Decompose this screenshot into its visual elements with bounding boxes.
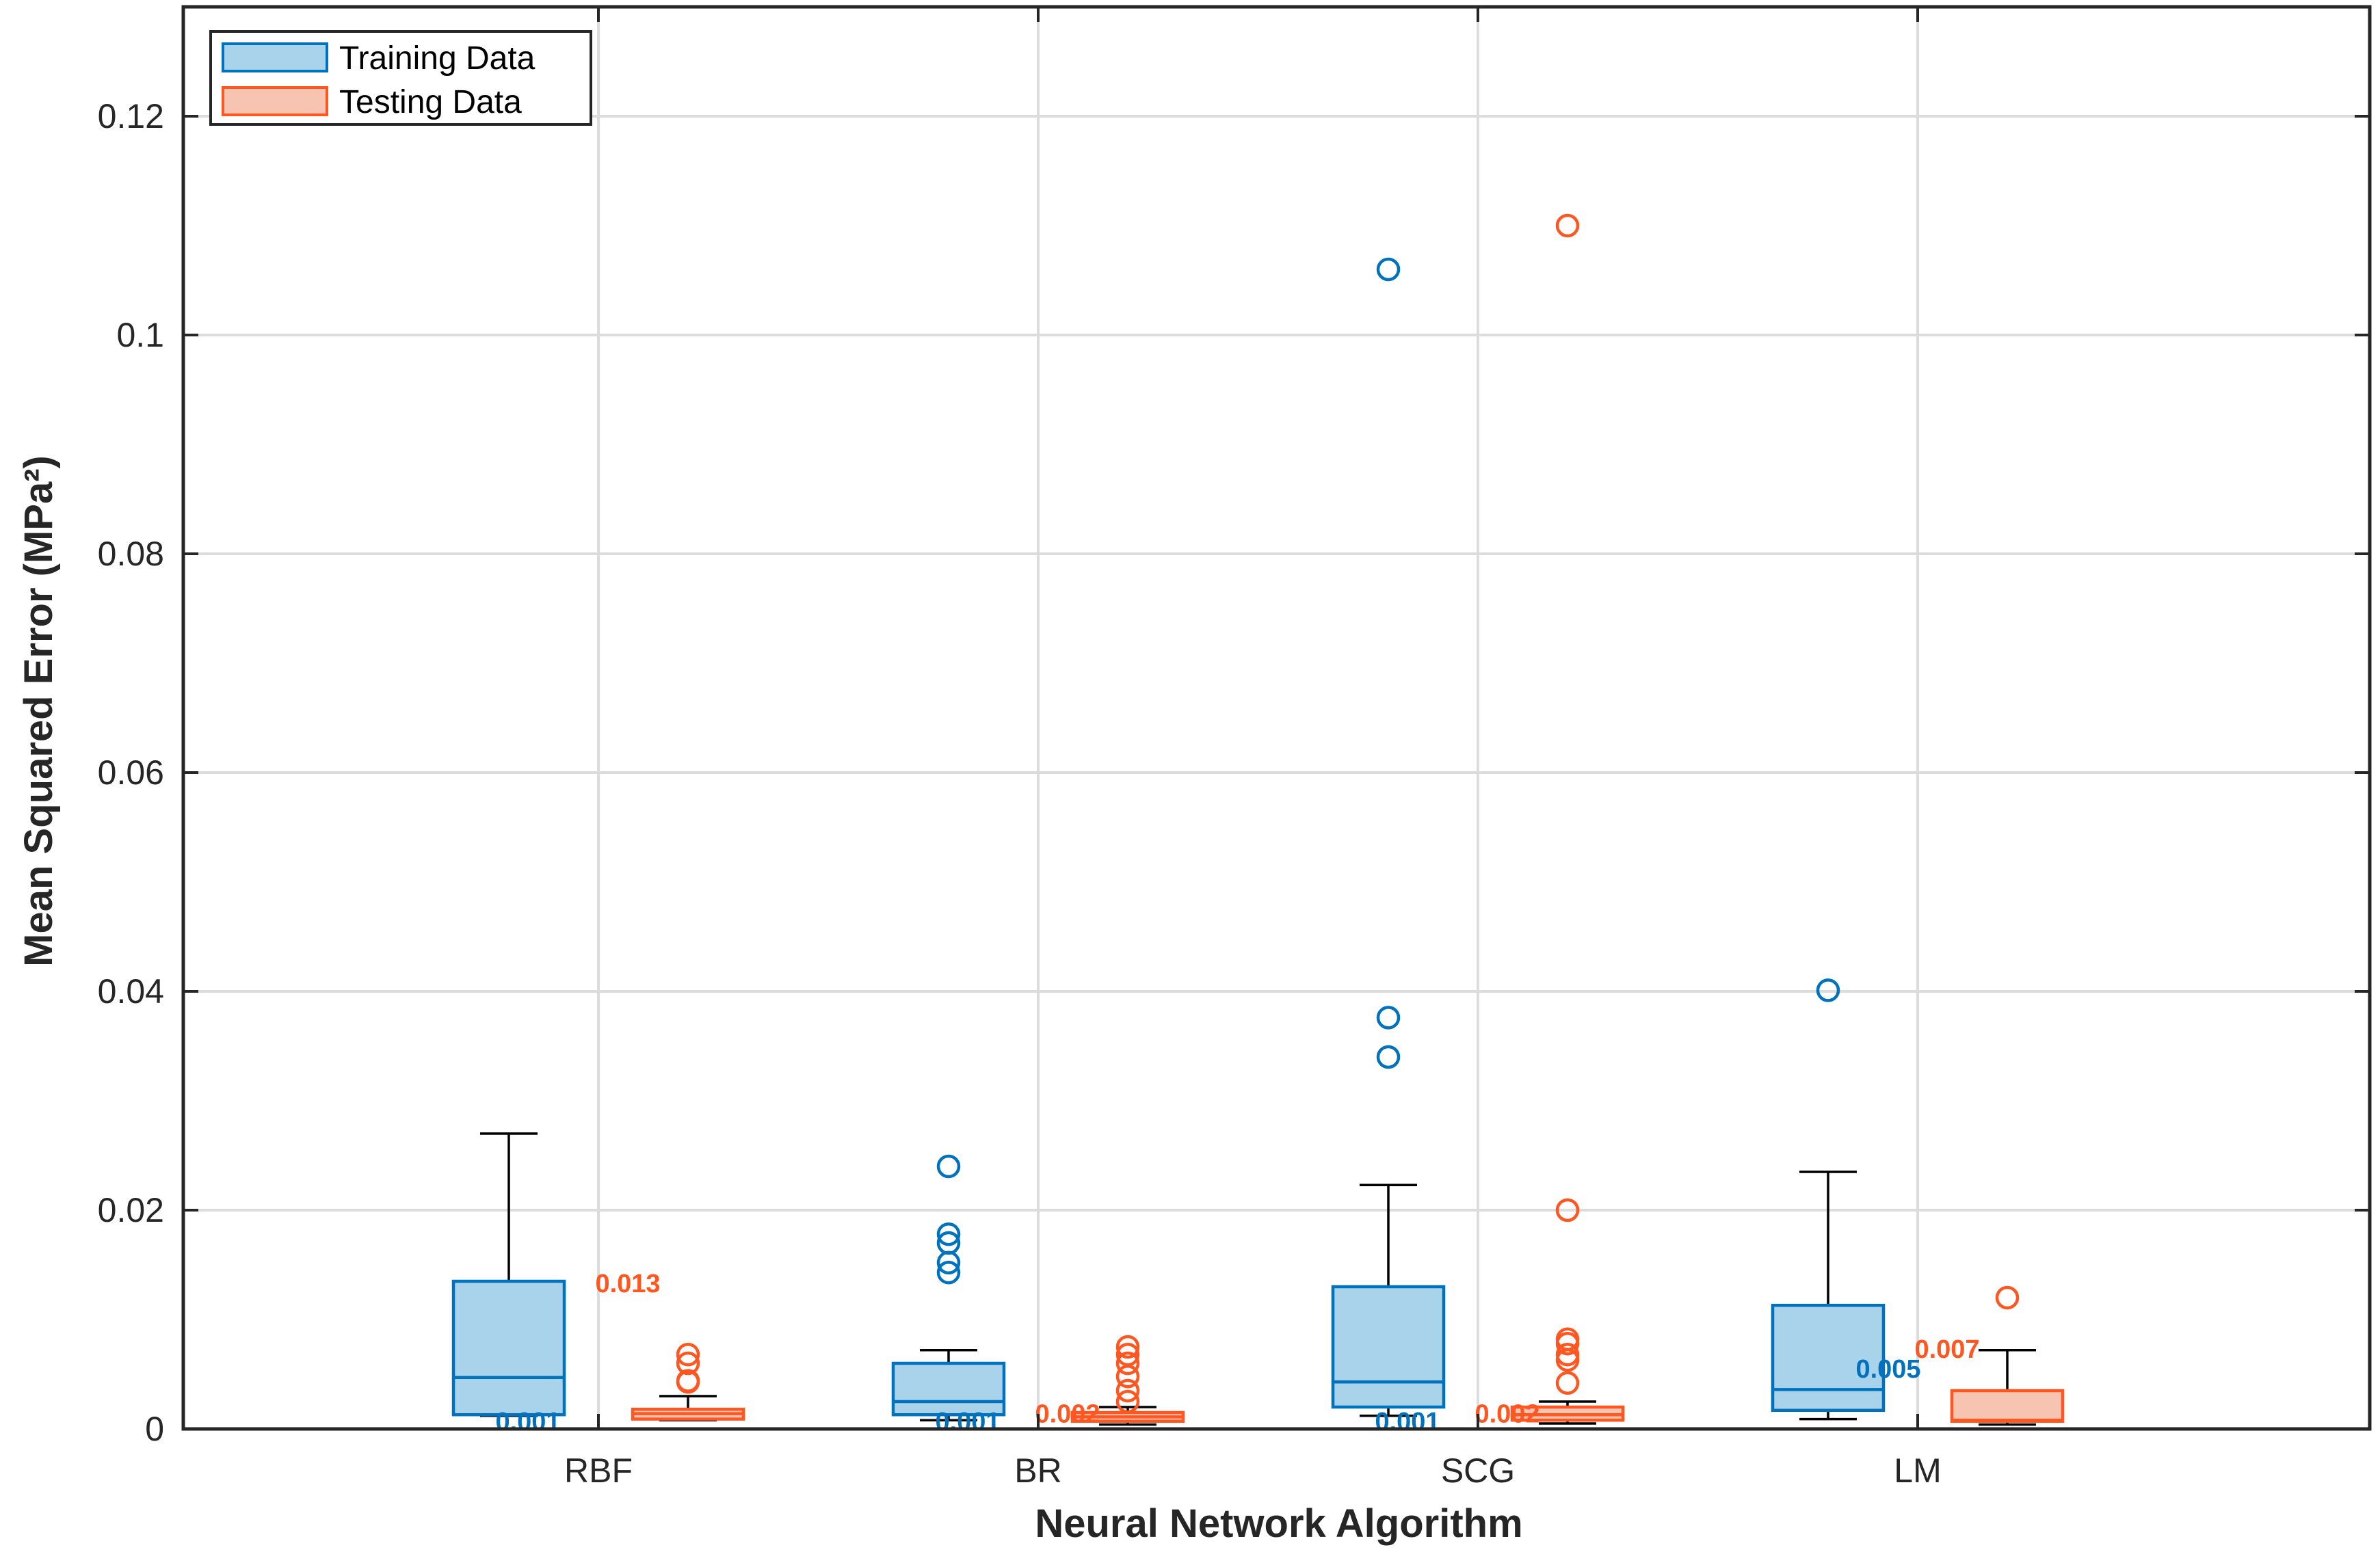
outlier-point: [1555, 1342, 1580, 1367]
box-testing-data-lm: [1950, 1285, 2065, 1426]
y-tick-label: 0: [145, 1410, 164, 1448]
box-testing-data-rbf: [631, 1342, 745, 1421]
median-annotation: 0.002: [1475, 1400, 1539, 1428]
outlier-point: [1555, 1327, 1580, 1352]
axes: [181, 5, 2372, 1431]
box-iqr: [1950, 1389, 2065, 1423]
outlier-point: [676, 1351, 700, 1376]
outlier-point: [676, 1369, 700, 1393]
y-tick-labels: 0 0.02 0.04 0.06 0.08 0.1 0.12: [98, 97, 164, 1448]
outlier-point: [1115, 1378, 1140, 1403]
legend-label-testing-data: Testing Data: [339, 84, 522, 120]
y-tick-label: 0.06: [98, 753, 164, 792]
box-training-data-scg: [1331, 257, 1446, 1417]
median-annotation: 0.013: [595, 1270, 660, 1298]
x-tick-label: LM: [1894, 1451, 1941, 1490]
outlier-point: [1115, 1335, 1140, 1359]
legend-label-training-data: Training Data: [339, 40, 536, 77]
x-tick-label: SCG: [1441, 1451, 1515, 1490]
outlier-point: [936, 1260, 961, 1285]
outlier-point: [936, 1222, 961, 1246]
y-tick-label: 0.08: [98, 535, 164, 573]
box-testing-data-br: [1070, 1335, 1185, 1426]
outlier-point: [1555, 1198, 1580, 1222]
outlier-point: [1376, 1045, 1401, 1069]
outlier-point: [1115, 1342, 1140, 1367]
outlier-point: [1995, 1285, 2020, 1310]
outlier-point: [1115, 1389, 1140, 1414]
outlier-point: [1816, 978, 1840, 1002]
y-axis-label: Mean Squared Error (MPa²): [16, 455, 61, 967]
box-iqr: [1331, 1285, 1446, 1409]
outlier-point: [936, 1154, 961, 1179]
outlier-point: [936, 1231, 961, 1255]
box-iqr: [1771, 1303, 1886, 1413]
median-annotation: 0.001: [495, 1408, 560, 1436]
median-annotation: 0.007: [1914, 1335, 1979, 1364]
y-tick-label: 0.1: [116, 316, 164, 354]
outlier-point: [1115, 1351, 1140, 1376]
y-tick-label: 0.12: [98, 97, 164, 135]
outlier-point: [676, 1342, 700, 1367]
y-tick-label: 0.02: [98, 1191, 164, 1229]
outlier-point: [1376, 1006, 1401, 1030]
median-annotation: 0.005: [1855, 1355, 1920, 1384]
median-annotation: 0.001: [935, 1408, 1000, 1436]
outlier-point: [1376, 257, 1401, 282]
box-training-data-br: [891, 1154, 1006, 1421]
legend-swatch-testing-data: [222, 86, 328, 116]
box-testing-data-scg: [1510, 213, 1625, 1425]
x-axis-label: Neural Network Algorithm: [1035, 1501, 1522, 1546]
median-annotation: 0.002: [1035, 1400, 1100, 1428]
box-iqr: [451, 1279, 566, 1417]
outlier-point: [1555, 213, 1580, 238]
box-training-data-lm: [1771, 978, 1886, 1421]
median-annotation: 0.001: [1375, 1408, 1440, 1436]
y-tick-label: 0.04: [98, 972, 164, 1011]
plot-frame: [181, 5, 2372, 1431]
boxes: [451, 213, 2065, 1426]
outlier-point: [1555, 1371, 1580, 1395]
annotations: 0.001 0.001 0.001 0.005 0.013 0.002 0.002 0.007: [495, 1270, 1979, 1436]
x-tick-label: RBF: [564, 1451, 633, 1490]
box-iqr: [891, 1361, 1006, 1417]
legend-swatch-training-data: [222, 42, 328, 72]
x-tick-labels: RBF BR SCG LM: [564, 1451, 1942, 1490]
legend: Training Data Testing Data: [209, 30, 592, 126]
x-tick-label: BR: [1014, 1451, 1061, 1490]
box-training-data-rbf: [451, 1132, 566, 1417]
